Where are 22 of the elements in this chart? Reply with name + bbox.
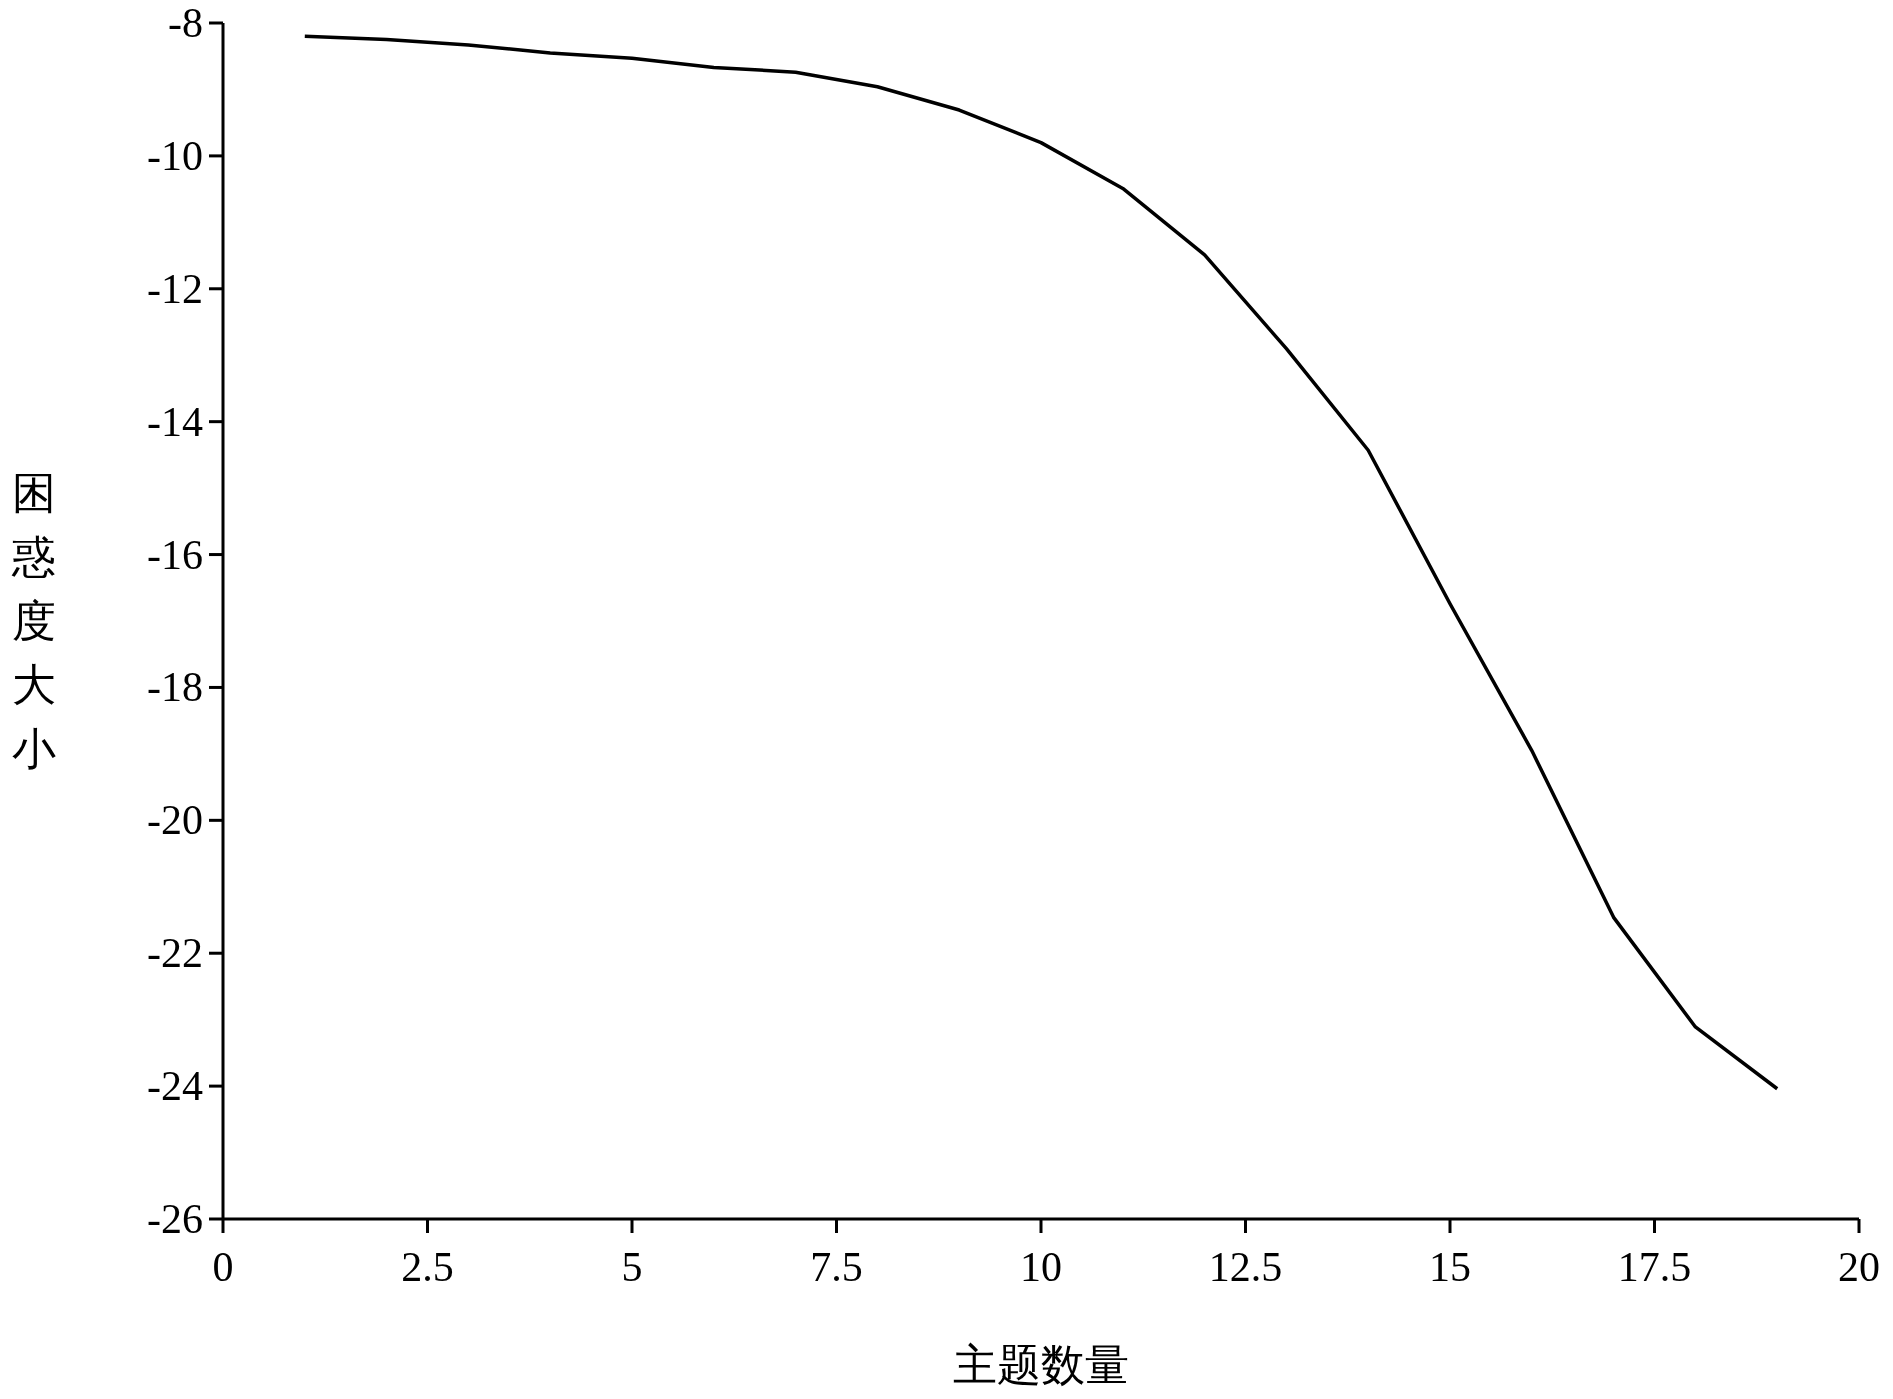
x-tick-label: 5 — [621, 1244, 643, 1290]
x-tick-label: 17.5 — [1617, 1244, 1692, 1290]
x-tick-label: 7.5 — [810, 1244, 863, 1290]
y-tick-label: -16 — [147, 531, 203, 578]
x-tick-label: 20 — [1838, 1244, 1880, 1290]
y-tick-label: -26 — [147, 1196, 203, 1242]
y-tick-label: -22 — [147, 930, 203, 977]
x-tick-label: 10 — [1020, 1244, 1062, 1290]
y-tick-label: -12 — [147, 265, 203, 312]
y-tick-label: -24 — [147, 1063, 203, 1110]
x-tick-label: 0 — [212, 1244, 234, 1290]
x-axis-title: 主题数量 — [953, 1341, 1129, 1390]
y-tick-label: -20 — [147, 797, 203, 844]
line-series — [303, 34, 1779, 1091]
y-tick-label: -14 — [147, 398, 203, 445]
x-tick-label: 15 — [1429, 1244, 1471, 1290]
x-tick-label: 2.5 — [401, 1244, 454, 1290]
y-tick-label: -10 — [147, 132, 203, 179]
x-tick-label: 12.5 — [1208, 1244, 1283, 1290]
y-tick-label: -8 — [168, 0, 203, 46]
y-axis-title: 困惑度大小 — [11, 469, 56, 774]
y-tick-label: -18 — [147, 664, 203, 711]
